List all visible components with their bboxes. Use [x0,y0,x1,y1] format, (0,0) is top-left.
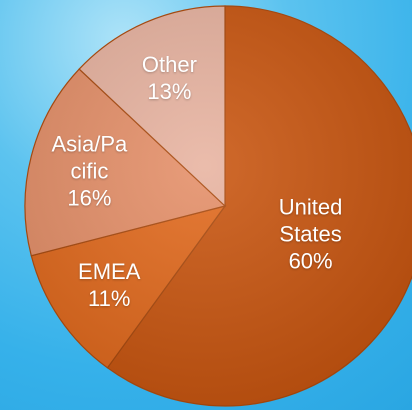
slice-label: EMEA 11% [67,258,151,312]
slice-name: Asia/Pacific [51,131,128,184]
slice-value: 13% [147,78,192,104]
slice-label: Other 13% [127,51,211,105]
slice-value: 16% [67,185,112,211]
slice-name: Other [141,51,197,77]
slice-value: 11% [88,285,131,311]
slice-label: Asia/Pacific 16% [47,131,131,212]
slice-name: United States [278,194,343,247]
slice-name: EMEA [78,258,141,284]
slice-label: United States 60% [269,193,353,274]
slice-value: 60% [288,248,333,274]
